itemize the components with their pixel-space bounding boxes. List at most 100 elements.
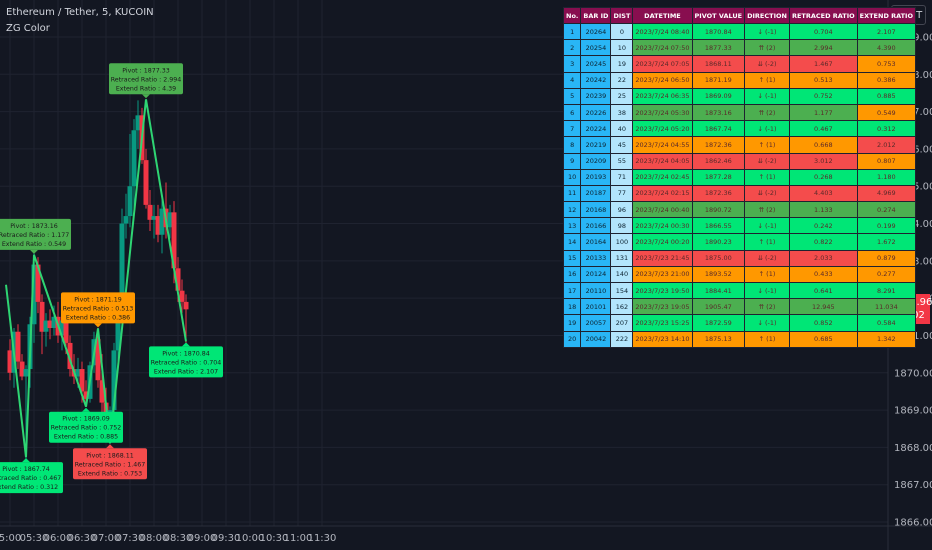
table-cell: 0.433 (788, 265, 858, 284)
table-cell: 1.180 (856, 168, 917, 186)
table-cell: 10 (610, 39, 634, 57)
table-cell: 10 (562, 168, 582, 186)
table-cell: 222 (610, 330, 634, 348)
pivot-label-pointer (30, 249, 38, 254)
table-cell: 2 (562, 39, 582, 57)
table-row: 15 20133 131 2023/7/23 21:45 1875.00 ⇊ (-2) 2.… (562, 249, 917, 267)
candle-body (119, 223, 125, 314)
time-tick-label: 11:00 (284, 533, 313, 544)
candle-body (171, 212, 177, 269)
time-tick-label: 5:00 (0, 533, 21, 544)
table-cell: 162 (610, 298, 634, 316)
table-cell: 5 (562, 87, 582, 105)
table-cell: 0.277 (856, 265, 917, 284)
table-cell: 14 (562, 233, 582, 251)
pivot-label-box (149, 346, 223, 378)
table-cell: 20133 (580, 249, 612, 267)
table-cell: 20219 (580, 136, 612, 154)
table-cell: ⇊ (-2) (744, 152, 790, 170)
time-tick-label: 10:00 (236, 533, 265, 544)
table-cell: 100 (610, 233, 634, 251)
table-cell: 20057 (580, 314, 612, 332)
table-cell: 2023/7/24 05:20 (632, 120, 693, 138)
candle-body (151, 216, 157, 220)
candle-body (167, 212, 173, 228)
table-cell: ⇈ (2) (744, 39, 790, 57)
table-cell: ↑ (1) (744, 265, 790, 284)
table-cell: 20264 (580, 22, 612, 41)
table-cell: 1862.46 (691, 152, 746, 170)
time-tick-label: 08:30 (164, 533, 193, 544)
time-tick-label: 11:30 (308, 533, 337, 544)
table-cell: 45 (610, 136, 634, 154)
table-cell: 38 (610, 103, 634, 122)
candle-body (147, 204, 153, 220)
pivot-label-box (49, 411, 123, 443)
candle-body (179, 290, 185, 302)
pivot-label-pointer (94, 323, 102, 328)
candle-body (35, 264, 41, 302)
table-cell: 20226 (580, 103, 612, 122)
table-row: 9 20209 55 2023/7/24 04:05 1862.46 ⇊ (-2) 3.01… (562, 152, 917, 170)
table-cell: 3.012 (788, 152, 858, 170)
table-cell: 1875.13 (691, 330, 746, 348)
table-cell: ↑ (1) (744, 330, 790, 348)
time-tick-label: 09:00 (188, 533, 217, 544)
table-cell: 98 (610, 217, 634, 235)
pivot-label-text: Retraced Ratio : 0.752 (51, 425, 122, 432)
pivot-label: Pivot : 1873.16 Retraced Ratio : 1.177 Ext… (0, 218, 71, 254)
table-row: 14 20164 100 2023/7/24 00:20 1890.23 ↑ (1) 0.8… (562, 233, 917, 251)
candle-body (143, 160, 149, 205)
pivot-label-pointer (182, 342, 190, 347)
candle-body (39, 301, 45, 332)
table-header-cell: DIST (610, 7, 634, 24)
table-cell: 2023/7/23 14:10 (632, 330, 693, 348)
table-cell: 2023/7/24 02:45 (632, 168, 693, 186)
table-cell: 0.549 (856, 103, 917, 122)
table-header-cell: DIRECTION (744, 7, 790, 24)
table-header-cell: EXTEND RATIO (856, 7, 917, 24)
table-cell: 20124 (580, 265, 612, 284)
table-cell: 1893.52 (691, 265, 746, 284)
table-cell: 2023/7/24 02:15 (632, 184, 693, 203)
candle-body (155, 216, 161, 235)
table-header-cell: PIVOT VALUE (691, 7, 746, 24)
pivot-label-box (109, 63, 183, 95)
indicator-name[interactable]: ZG Color (6, 23, 50, 34)
table-cell: 2023/7/24 05:30 (632, 103, 693, 122)
table-row: 17 20110 154 2023/7/23 19:50 1884.41 ↓ (-1) 0.… (562, 281, 917, 300)
table-cell: 1.177 (788, 103, 858, 122)
table-cell: 20187 (580, 184, 612, 203)
table-cell: 1872.36 (691, 184, 746, 203)
table-cell: 2023/7/24 04:05 (632, 152, 693, 170)
table-row: 2 20254 10 2023/7/24 07:50 1877.33 ⇈ (2) 2.994… (562, 39, 917, 57)
table-cell: 131 (610, 249, 634, 267)
pivot-table: No. BAR ID DIST DATETIME PIVOT VALUE DIRECTIO… (562, 7, 917, 348)
pivot-label-text: Retraced Ratio : 1.177 (0, 232, 69, 239)
table-cell: 20164 (580, 233, 612, 251)
pivot-label-box (0, 218, 71, 250)
table-cell: 0.852 (788, 314, 858, 332)
table-cell: 1905.47 (691, 298, 746, 316)
table-cell: 0.641 (788, 281, 858, 300)
candle-body (47, 320, 53, 328)
table-cell: 0.467 (788, 120, 858, 138)
table-cell: 71 (610, 168, 634, 186)
table-cell: 20245 (580, 55, 612, 73)
time-tick-label: 10:30 (260, 533, 289, 544)
table-cell: 2023/7/24 07:50 (632, 39, 693, 57)
table-row: 8 20219 45 2023/7/24 04:55 1872.36 ↑ (1) 0.668… (562, 136, 917, 154)
symbol-title[interactable]: Ethereum / Tether, 5, KUCOIN (6, 7, 154, 18)
table-header-cell: BAR ID (580, 7, 612, 24)
pivot-label-text: Pivot : 1871.19 (74, 296, 122, 303)
pivot-label-text: Pivot : 1870.84 (162, 350, 210, 357)
table-row: 13 20166 98 2023/7/24 00:30 1866.55 ↓ (-1) 0.2… (562, 217, 917, 235)
table-cell: 20166 (580, 217, 612, 235)
pivot-label-text: Retraced Ratio : 0.513 (63, 305, 134, 312)
pivot-label: Pivot : 1871.19 Retraced Ratio : 0.513 Ext… (61, 292, 135, 328)
candle-body (75, 369, 81, 377)
table-cell: 2023/7/24 08:40 (632, 22, 693, 41)
table-cell: 2023/7/23 19:50 (632, 281, 693, 300)
table-cell: 0.807 (856, 152, 917, 170)
pivot-label-pointer (82, 407, 90, 412)
